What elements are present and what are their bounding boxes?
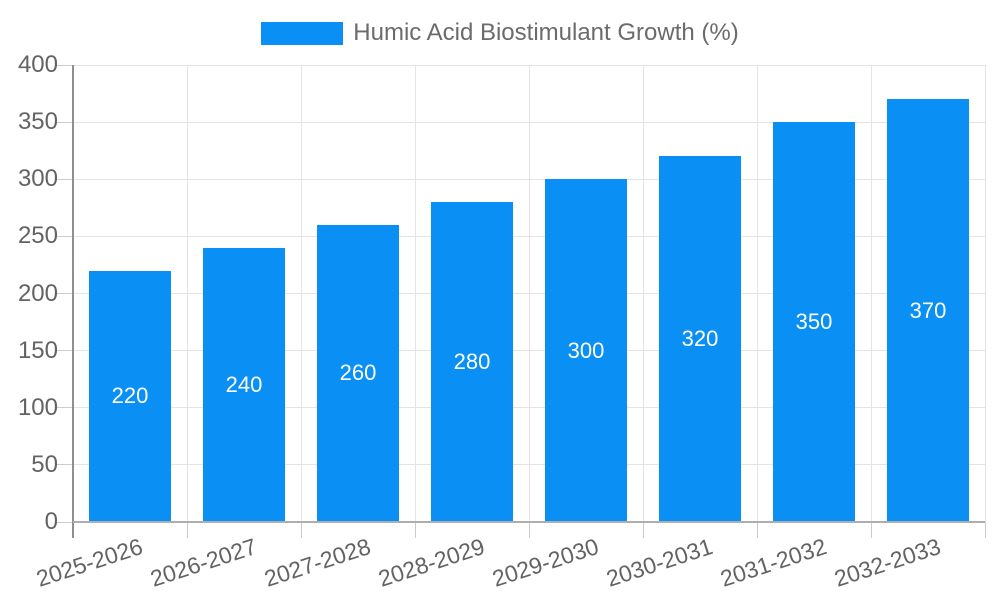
y-tick bbox=[57, 178, 73, 180]
bar[interactable] bbox=[773, 122, 855, 522]
y-tick bbox=[57, 235, 73, 237]
y-axis-label: 100 bbox=[17, 393, 58, 421]
bar-value-label: 260 bbox=[339, 360, 377, 386]
legend-label: Humic Acid Biostimulant Growth (%) bbox=[353, 19, 739, 46]
bar-value-label: 220 bbox=[111, 383, 149, 409]
x-tick bbox=[984, 522, 986, 538]
y-tick bbox=[57, 521, 73, 523]
y-axis-label: 250 bbox=[17, 222, 58, 250]
x-boundary-gridline bbox=[528, 65, 530, 522]
y-axis-label: 50 bbox=[31, 450, 58, 478]
y-axis-label: 400 bbox=[17, 51, 58, 78]
y-tick bbox=[57, 121, 73, 123]
x-tick bbox=[528, 522, 530, 538]
bar[interactable] bbox=[317, 224, 399, 522]
y-tick bbox=[57, 464, 73, 466]
x-tick bbox=[186, 522, 188, 538]
legend[interactable]: Humic Acid Biostimulant Growth (%) bbox=[0, 20, 1000, 46]
bar[interactable] bbox=[545, 179, 627, 522]
x-boundary-gridline bbox=[186, 65, 188, 522]
bar-value-label: 370 bbox=[909, 297, 947, 323]
y-tick bbox=[57, 407, 73, 409]
bar[interactable] bbox=[203, 247, 285, 522]
bar-value-label: 300 bbox=[567, 337, 605, 363]
x-boundary-gridline bbox=[984, 65, 986, 522]
bar-value-label: 350 bbox=[795, 309, 833, 335]
x-boundary-gridline bbox=[414, 65, 416, 522]
legend-swatch bbox=[261, 21, 344, 45]
x-boundary-gridline bbox=[870, 65, 872, 522]
bar[interactable] bbox=[887, 99, 969, 522]
y-axis-label: 350 bbox=[17, 108, 58, 136]
x-boundary-gridline bbox=[300, 65, 302, 522]
bar-value-label: 240 bbox=[225, 371, 263, 397]
y-axis-label: 200 bbox=[17, 279, 58, 307]
x-tick bbox=[642, 522, 644, 538]
y-tick bbox=[57, 350, 73, 352]
bar-value-label: 280 bbox=[453, 349, 491, 375]
x-tick bbox=[870, 522, 872, 538]
y-tick bbox=[57, 64, 73, 66]
x-tick bbox=[756, 522, 758, 538]
bar[interactable] bbox=[431, 202, 513, 522]
x-boundary-gridline bbox=[642, 65, 644, 522]
x-tick bbox=[414, 522, 416, 538]
y-tick bbox=[57, 293, 73, 294]
y-axis-label: 0 bbox=[44, 508, 58, 535]
y-axis-label: 150 bbox=[17, 336, 58, 364]
y-axis-label: 300 bbox=[17, 165, 58, 193]
x-axis-line bbox=[73, 521, 985, 523]
x-tick bbox=[300, 522, 302, 538]
bar[interactable] bbox=[89, 270, 171, 522]
bar[interactable] bbox=[659, 156, 741, 522]
bar-value-label: 320 bbox=[681, 326, 719, 352]
y-axis-line bbox=[72, 65, 74, 538]
x-boundary-gridline bbox=[756, 65, 758, 522]
